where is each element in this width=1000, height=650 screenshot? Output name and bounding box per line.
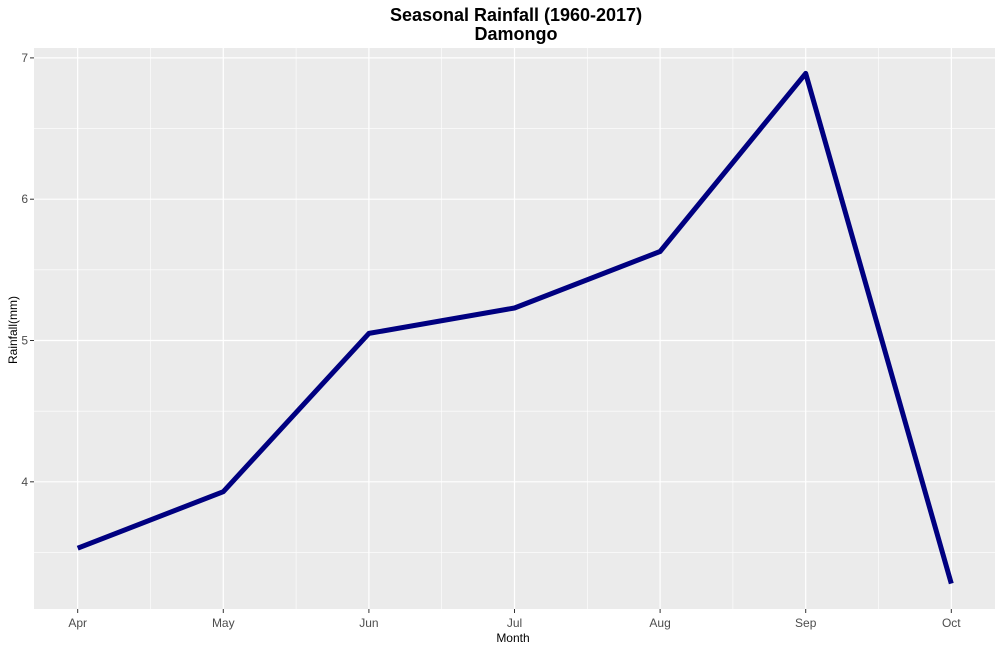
- series-layer: [76, 70, 954, 585]
- y-axis-title: Rainfall(mm): [6, 296, 20, 364]
- chart-subtitle: Damongo: [475, 24, 558, 44]
- y-tick-label: 4: [21, 475, 28, 489]
- series-line: [76, 70, 954, 585]
- x-tick-label: Sep: [795, 616, 817, 630]
- x-tick-label: Apr: [68, 616, 87, 630]
- y-tick-label: 7: [21, 51, 28, 65]
- x-tick-label: Jun: [359, 616, 378, 630]
- x-axis: Apr May Jun Jul Aug Sep Oct: [68, 609, 961, 630]
- x-tick-label: Jul: [507, 616, 522, 630]
- x-tick-label: Aug: [649, 616, 670, 630]
- y-tick-label: 5: [21, 334, 28, 348]
- x-tick-label: May: [212, 616, 235, 630]
- y-tick-label: 6: [21, 192, 28, 206]
- x-tick-label: Oct: [942, 616, 961, 630]
- major-gridlines: [34, 48, 995, 609]
- x-axis-title: Month: [496, 631, 529, 645]
- chart-title: Seasonal Rainfall (1960-2017): [390, 5, 642, 25]
- y-axis: 4 5 6 7: [21, 51, 34, 489]
